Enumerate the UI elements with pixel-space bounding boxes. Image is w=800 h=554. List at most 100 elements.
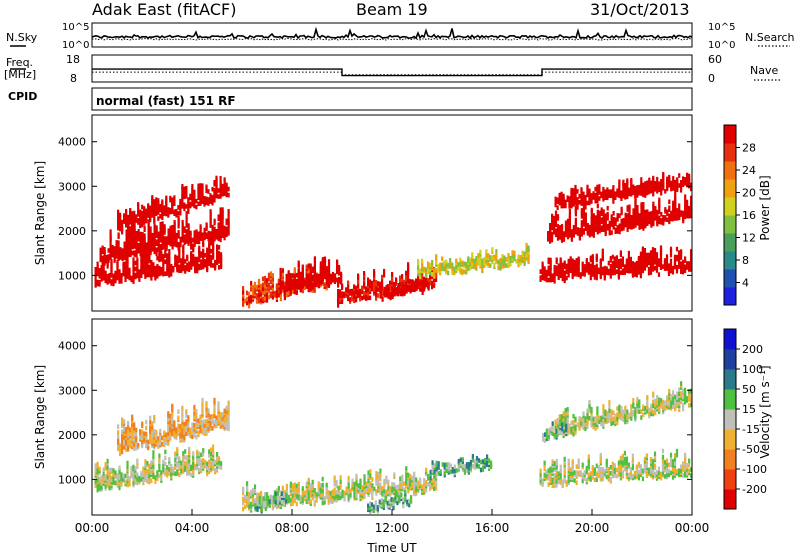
data-cell <box>117 424 120 429</box>
data-cell <box>305 274 308 279</box>
data-cell <box>117 219 120 225</box>
data-cell <box>127 246 130 252</box>
data-cell <box>607 268 610 274</box>
data-cell <box>664 215 667 220</box>
data-cell <box>121 445 124 451</box>
data-cell <box>167 431 170 436</box>
data-cell <box>618 213 621 219</box>
data-cell <box>624 222 627 228</box>
data-cell <box>377 293 380 298</box>
data-cell <box>411 283 414 288</box>
data-cell <box>595 253 598 259</box>
data-cell <box>211 200 214 206</box>
data-cell <box>221 231 224 236</box>
data-cell <box>690 182 693 188</box>
data-cell <box>197 418 200 423</box>
data-cell <box>150 460 153 465</box>
data-cell <box>393 283 396 289</box>
data-cell <box>251 291 255 296</box>
data-cell <box>141 210 144 216</box>
data-cell <box>588 224 591 230</box>
data-cell <box>573 271 576 277</box>
data-cell <box>690 249 693 254</box>
data-cell <box>559 257 562 262</box>
data-cell <box>133 210 136 216</box>
data-cell <box>225 413 228 419</box>
data-cell <box>206 265 209 271</box>
data-cell <box>405 285 408 290</box>
data-cell <box>246 296 249 302</box>
data-cell <box>155 225 158 230</box>
data-cell <box>634 190 637 195</box>
data-cell <box>367 295 370 301</box>
data-cell <box>261 282 265 288</box>
data-cell <box>157 198 160 203</box>
data-cell <box>427 261 430 267</box>
data-cell <box>317 273 320 279</box>
data-cell <box>193 234 196 239</box>
data-cell <box>160 470 163 475</box>
data-cell <box>199 224 202 229</box>
data-cell <box>665 254 669 259</box>
data-cell <box>598 210 601 216</box>
data-cell <box>600 225 603 230</box>
data-cell <box>659 245 663 250</box>
data-cell <box>129 208 132 213</box>
data-cell <box>628 220 631 226</box>
freq-tick-top: 18 <box>66 53 80 66</box>
data-cell <box>590 231 593 237</box>
data-cell <box>156 470 159 475</box>
data-cell <box>221 221 224 226</box>
data-cell <box>641 258 644 264</box>
data-cell <box>94 267 97 272</box>
data-cell <box>169 207 172 213</box>
data-cell <box>269 271 272 276</box>
data-cell <box>207 412 210 417</box>
data-cell <box>359 488 362 494</box>
data-cell <box>335 493 338 499</box>
data-cell <box>297 481 300 487</box>
data-cell <box>598 220 601 226</box>
data-cell <box>153 414 156 420</box>
data-cell <box>94 463 97 468</box>
data-cell <box>221 207 224 212</box>
data-cell <box>169 195 172 201</box>
data-cell <box>217 222 220 227</box>
data-cell <box>162 267 165 273</box>
data-cell <box>151 195 154 200</box>
colorbar-swatch <box>724 179 736 198</box>
data-cell <box>191 202 194 207</box>
data-cell <box>152 262 155 267</box>
data-cell <box>156 476 159 481</box>
data-cell <box>159 238 162 243</box>
data-cell <box>168 265 171 270</box>
data-cell <box>187 231 190 236</box>
data-cell <box>185 211 188 216</box>
data-cell <box>163 224 166 229</box>
data-cell <box>672 176 675 181</box>
data-cell <box>273 290 276 296</box>
data-cell <box>581 269 584 275</box>
data-cell <box>445 259 448 265</box>
data-cell <box>114 480 117 486</box>
data-cell <box>551 237 554 243</box>
data-cell <box>199 428 202 434</box>
data-cell <box>634 217 637 222</box>
data-cell <box>160 255 163 260</box>
data-cell <box>181 431 184 437</box>
data-cell <box>194 463 197 469</box>
data-cell <box>389 291 392 297</box>
data-cell <box>211 414 214 419</box>
data-cell <box>181 204 184 209</box>
data-cell <box>167 228 170 233</box>
data-cell <box>279 267 282 273</box>
data-cell <box>435 268 438 273</box>
data-cell <box>650 186 653 192</box>
data-cell <box>596 209 599 215</box>
data-cell <box>208 241 211 247</box>
data-cell <box>367 488 370 493</box>
data-cell <box>158 473 161 479</box>
data-cell <box>361 285 364 291</box>
data-cell <box>515 259 518 264</box>
data-cell <box>194 256 197 262</box>
